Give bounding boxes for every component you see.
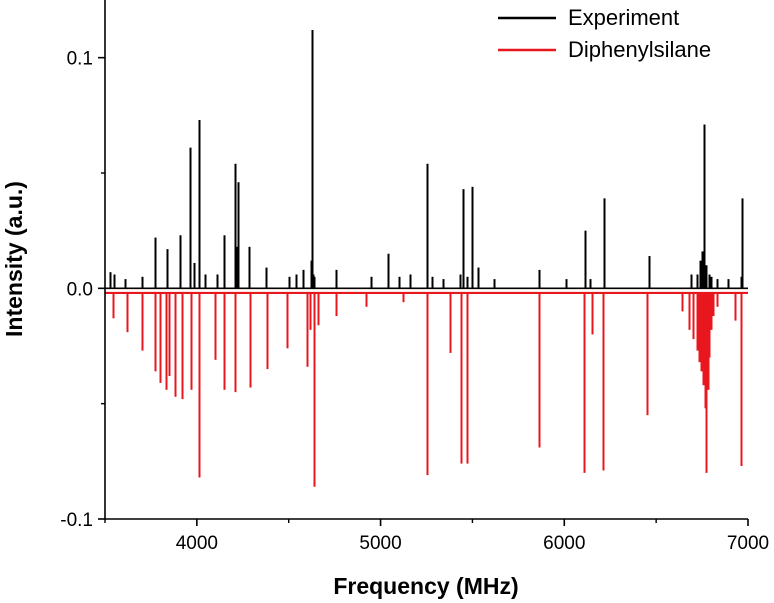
series-experiment — [105, 29, 748, 290]
y-tick-label: 0.0 — [67, 279, 93, 300]
x-tick-label: 4000 — [176, 533, 218, 554]
x-tick-label: 5000 — [359, 533, 401, 554]
axes — [104, 0, 748, 520]
plot-area — [105, 29, 748, 487]
x-tick-label: 6000 — [543, 533, 585, 554]
series-diphenylsilane — [105, 291, 748, 487]
y-axis-title: Intensity (a.u.) — [1, 181, 27, 337]
x-tick-label: 7000 — [727, 533, 769, 554]
legend-label-diphenylsilane: Diphenylsilane — [568, 37, 711, 62]
ticks: 4000 5000 6000 7000 -0.1 0.0 0.1 — [60, 49, 769, 554]
series-layer — [105, 29, 748, 487]
y-tick-label: -0.1 — [60, 510, 93, 531]
legend: Experiment Diphenylsilane — [498, 5, 711, 62]
x-axis-title: Frequency (MHz) — [333, 573, 518, 599]
legend-label-experiment: Experiment — [568, 5, 679, 30]
y-tick-label: 0.1 — [67, 49, 93, 70]
